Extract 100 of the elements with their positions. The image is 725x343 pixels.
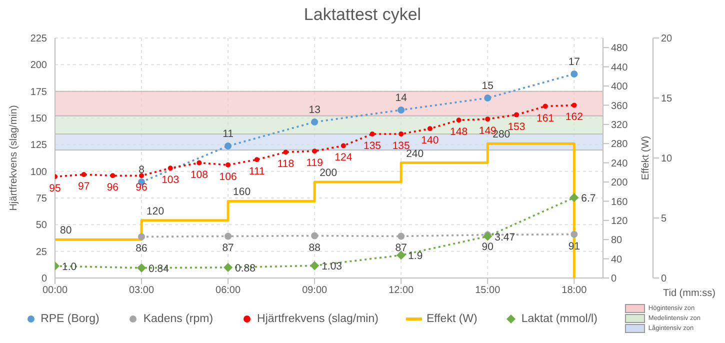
- y-axis-title: Hjärtfrekvens (slag/min): [8, 105, 20, 211]
- x-tick-label: 03:00: [129, 285, 154, 296]
- data-label: 88: [308, 242, 321, 254]
- chart-title: Laktattest cykel: [302, 4, 422, 26]
- y-tick-label: 25: [36, 246, 48, 258]
- data-label: 87: [395, 242, 408, 254]
- data-label: 119: [306, 157, 324, 170]
- data-label: 162: [565, 111, 584, 124]
- point: [398, 106, 405, 114]
- data-label: 148: [450, 126, 468, 138]
- data-label: 103: [162, 174, 180, 186]
- y3-tick-label: 0: [661, 274, 667, 285]
- y3-tick-label: 5: [661, 214, 667, 225]
- point: [570, 193, 579, 202]
- data-label: 0.88: [235, 262, 256, 274]
- point: [283, 150, 288, 155]
- data-label: 95: [49, 182, 61, 195]
- data-label: 97: [78, 180, 90, 193]
- y2-tick-label: 240: [611, 158, 628, 170]
- point: [310, 261, 320, 270]
- y2-tick-label: 440: [611, 62, 628, 74]
- point: [484, 94, 492, 102]
- x-tick-label: 15:00: [475, 285, 501, 296]
- data-label: 90: [482, 240, 494, 253]
- data-label: 11: [222, 128, 234, 140]
- y-tick-label: 100: [30, 166, 48, 178]
- y-tick-label: 200: [30, 60, 48, 72]
- x-axis-title: Tid (mm:ss): [663, 288, 716, 299]
- point: [254, 157, 260, 162]
- data-label: 124: [334, 152, 352, 164]
- point: [570, 70, 578, 78]
- data-label: 3.47: [494, 231, 516, 244]
- y2-tick-label: 0: [611, 274, 617, 285]
- y2-tick-label: 400: [611, 82, 628, 93]
- point: [485, 116, 490, 122]
- legend-label: Laktat (mmol/l): [521, 312, 598, 324]
- data-label: 1.03: [322, 260, 342, 273]
- data-label: 1.0: [62, 261, 77, 273]
- data-label: 17: [568, 56, 580, 68]
- point: [139, 173, 144, 178]
- point: [483, 232, 492, 241]
- data-label: 135: [364, 140, 382, 152]
- y2-axis-title: Effekt (W): [640, 136, 652, 180]
- point: [168, 166, 173, 171]
- y2-tick-label: 120: [611, 216, 628, 227]
- y2-tick-label: 280: [611, 139, 628, 150]
- y2-tick-label: 80: [611, 235, 623, 246]
- y2-tick-label: 160: [611, 196, 628, 208]
- y3-tick-label: 10: [661, 154, 673, 165]
- legend-label: Effekt (W): [426, 312, 478, 324]
- data-label: 120: [146, 205, 164, 218]
- data-label: 14: [395, 92, 408, 104]
- y2-tick-label: 200: [611, 178, 628, 189]
- data-label: 13: [308, 104, 321, 116]
- data-label: 111: [248, 166, 266, 178]
- y3-tick-label: 15: [661, 94, 673, 105]
- y-tick-label: 125: [30, 140, 48, 152]
- data-label: 80: [60, 224, 72, 237]
- data-label: 108: [190, 168, 208, 181]
- data-label: 106: [219, 170, 237, 183]
- point: [312, 148, 318, 154]
- data-label: 140: [421, 134, 439, 147]
- data-label: 200: [320, 167, 338, 179]
- data-label: 161: [536, 112, 554, 124]
- y2-tick-label: 40: [611, 254, 623, 266]
- point: [456, 118, 462, 123]
- point: [110, 173, 116, 178]
- data-label: 160: [233, 186, 251, 198]
- point: [196, 160, 202, 166]
- point: [224, 262, 233, 272]
- data-label: 96: [106, 182, 119, 194]
- y-tick-label: 225: [30, 34, 48, 45]
- data-label: 1.9: [408, 250, 423, 262]
- data-label: 87: [222, 242, 234, 254]
- data-label: 0.84: [148, 262, 170, 275]
- y-tick-label: 0: [41, 274, 48, 285]
- y3-tick-label: 20: [661, 34, 673, 45]
- point: [398, 132, 404, 136]
- point: [224, 142, 232, 150]
- point: [370, 132, 375, 136]
- point: [136, 263, 146, 272]
- data-label: 6.7: [581, 192, 596, 205]
- data-label: 15: [482, 80, 494, 92]
- x-tick-label: 12:00: [388, 285, 414, 296]
- data-label: 96: [136, 182, 148, 194]
- data-label: 8: [138, 164, 145, 176]
- x-tick-label: 06:00: [216, 285, 241, 296]
- data-label: 118: [277, 158, 294, 170]
- x-tick-label: 18:00: [562, 285, 588, 296]
- data-label: 86: [136, 242, 148, 255]
- y-tick-label: 175: [30, 86, 48, 98]
- y-tick-label: 75: [36, 194, 48, 205]
- y-tick-label: 150: [30, 114, 48, 125]
- y-tick-label: 50: [36, 220, 48, 232]
- point: [427, 126, 432, 132]
- point: [311, 118, 318, 126]
- x-tick-label: 09:00: [302, 285, 328, 296]
- point: [572, 102, 577, 108]
- x-tick-label: 00:00: [42, 285, 68, 296]
- legend-label: Kadens (rpm): [143, 312, 214, 324]
